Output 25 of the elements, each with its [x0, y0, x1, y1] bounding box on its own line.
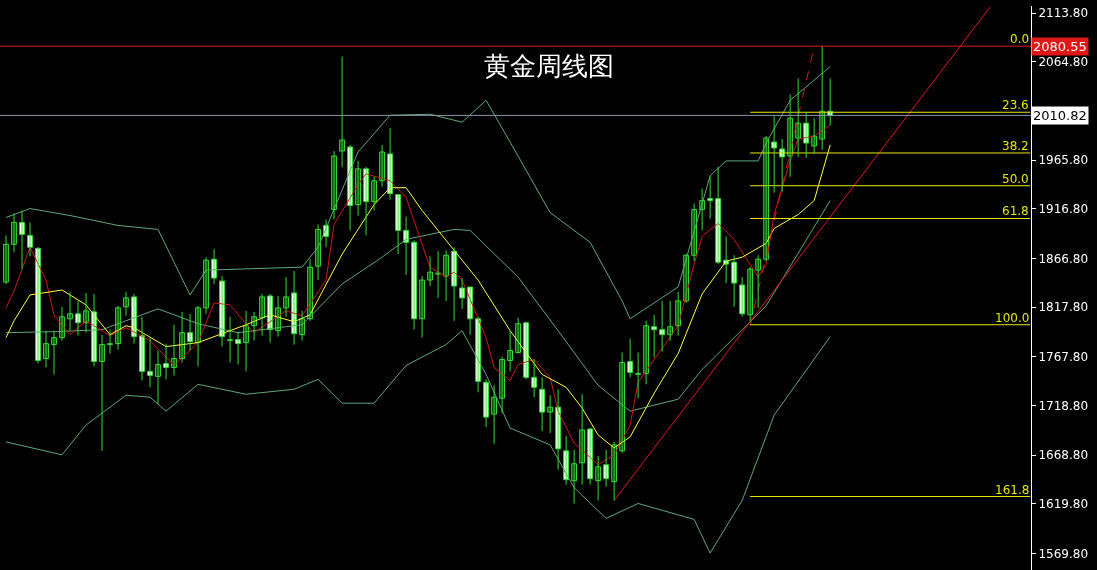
y-tick-label: 1767.80: [1038, 349, 1089, 364]
annotation: 100.0: [995, 311, 1030, 325]
y-tick-label: 1668.80: [1038, 448, 1089, 463]
text: 黄金周线图: [483, 50, 614, 81]
y-tick-label: 1916.80: [1038, 201, 1089, 216]
y-tick-label: 1965.80: [1038, 153, 1089, 168]
candlestick: [771, 115, 778, 194]
annotation: 38.2: [1002, 139, 1029, 153]
y-tick-label: 1569.80: [1038, 546, 1089, 561]
y-tick-label: 1718.80: [1038, 398, 1089, 413]
annotation: 161.8: [995, 483, 1030, 497]
line-series: [5, 200, 831, 412]
y-tick-label: 1817.80: [1038, 300, 1089, 315]
annotation: 0.0: [1010, 32, 1030, 46]
line-series: [5, 330, 831, 554]
ref-line-label: 2010.82: [1033, 108, 1087, 123]
ref-line-label: 2080.55: [1033, 39, 1087, 54]
candlestick: [811, 117, 818, 155]
annotation: 61.8: [1002, 204, 1029, 218]
annotation: 50.0: [1002, 172, 1029, 186]
y-tick-label: 2113.80: [1038, 6, 1089, 21]
annotation: 23.6: [1002, 98, 1029, 112]
y-tick-label: 2064.80: [1038, 55, 1089, 69]
y-tick-label: 1619.80: [1038, 496, 1089, 511]
y-tick-label: 1866.80: [1038, 251, 1089, 266]
